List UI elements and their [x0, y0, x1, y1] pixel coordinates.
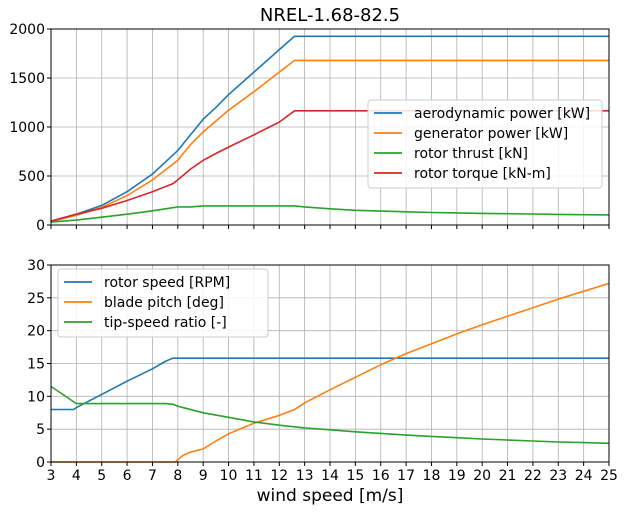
series-line	[51, 282, 610, 463]
x-tick-label: 4	[72, 468, 81, 484]
legend-label: aerodynamic power [kW]	[414, 106, 590, 122]
legend-label: generator power [kW]	[414, 126, 568, 142]
y-tick-label: 15	[27, 357, 45, 373]
y-tick-label: 5	[36, 422, 45, 438]
y-tick-label: 25	[27, 291, 45, 307]
x-axis-label: wind speed [m/s]	[257, 486, 404, 506]
x-tick-label: 6	[123, 468, 132, 484]
y-tick-label: 1000	[9, 120, 45, 136]
y-tick-label: 10	[27, 389, 45, 405]
x-tick-label: 19	[448, 468, 466, 484]
series-line	[50, 205, 610, 223]
y-tick-label: 2000	[9, 22, 45, 38]
y-tick-label: 0	[36, 455, 45, 471]
x-tick-label: 5	[97, 468, 106, 484]
x-tick-label: 14	[321, 468, 339, 484]
x-tick-label: 10	[220, 468, 238, 484]
x-tick-label: 9	[199, 468, 208, 484]
x-tick-label: 25	[600, 468, 618, 484]
chart-title: NREL-1.68-82.5	[260, 5, 400, 26]
series-group	[50, 35, 610, 223]
x-tick-label: 12	[270, 468, 288, 484]
tick-group: 0 500 1000 1500 2000	[9, 22, 610, 234]
legend: rotor speed [RPM] blade pitch [deg] tip-sp…	[57, 268, 269, 338]
x-tick-label: 8	[173, 468, 182, 484]
legend-label: tip-speed ratio [-]	[104, 315, 227, 331]
series-line	[50, 385, 610, 445]
y-tick-label: 20	[27, 324, 45, 340]
legend-box	[367, 99, 603, 189]
x-tick-label: 17	[397, 468, 415, 484]
y-tick-label: 30	[27, 258, 45, 274]
x-tick-label: 20	[473, 468, 491, 484]
x-tick-label: 15	[346, 468, 364, 484]
x-tick-label: 23	[549, 468, 567, 484]
x-tick-label: 24	[575, 468, 593, 484]
legend-label: blade pitch [deg]	[104, 295, 224, 311]
legend-box	[57, 268, 269, 338]
y-tick-label: 1500	[9, 71, 45, 87]
x-tick-label: 21	[499, 468, 517, 484]
x-tick-label: 22	[524, 468, 542, 484]
series-group	[50, 282, 610, 463]
legend-label: rotor thrust [kN]	[414, 146, 528, 162]
top-plot-panel: 0 500 1000 1500 2000 aerodynamic power [kW] ge…	[9, 22, 610, 234]
legend-label: rotor speed [RPM]	[104, 275, 230, 291]
legend: aerodynamic power [kW] generator power [k…	[367, 99, 603, 189]
x-tick-label: 13	[296, 468, 314, 484]
series-line	[51, 357, 609, 411]
y-tick-label: 0	[36, 218, 45, 234]
x-tick-label: 7	[148, 468, 157, 484]
legend-label: rotor torque [kN-m]	[414, 166, 551, 182]
series-line	[50, 59, 609, 223]
x-tick-label: 3	[47, 468, 56, 484]
series-line	[50, 35, 609, 222]
x-tick-label: 18	[423, 468, 441, 484]
x-tick-label: 11	[245, 468, 263, 484]
y-tick-label: 500	[18, 169, 45, 185]
x-tick-label: 16	[372, 468, 390, 484]
